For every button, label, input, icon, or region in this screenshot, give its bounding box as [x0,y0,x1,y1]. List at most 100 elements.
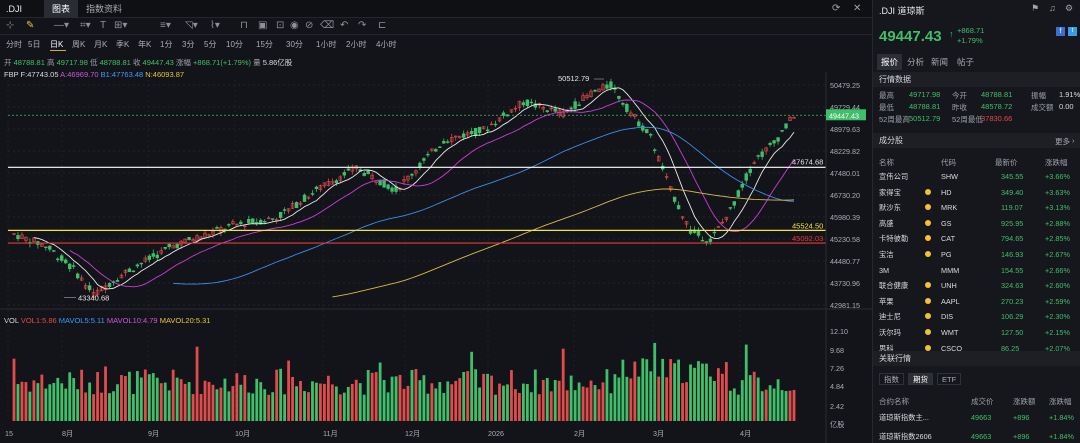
eye-icon[interactable]: ◉ [290,20,299,31]
constituent-row[interactable]: 迪士尼 DIS 106.29 +2.30% [873,310,1080,323]
eye-off-icon[interactable]: ⊘ [305,20,314,31]
constituent-row[interactable]: 沃尔玛 WMT 127.50 +2.15% [873,326,1080,339]
volume-bar [426,393,430,421]
period-4[interactable]: 月K [94,40,108,49]
related-chg-0[interactable]: +896 [1013,413,1030,422]
period-14[interactable]: 2小时 [346,40,367,49]
time-axis-label: 2026 [488,429,504,438]
undo-icon[interactable]: ↶ [340,20,349,31]
redo-icon[interactable]: ↷ [358,20,367,31]
const-header-1[interactable]: 代码 [941,158,956,167]
brush-tool-icon[interactable]: ⌇▾ [210,20,220,31]
constituent-row[interactable]: 家得宝 HD 349.40 +3.63% [873,186,1080,199]
period-15[interactable]: 4小时 [376,40,397,49]
constituent-row[interactable]: 高盛 GS 925.95 +2.88% [873,217,1080,230]
period-3[interactable]: 周K [72,40,86,49]
tab-index-info[interactable]: 指数资料 [86,4,123,14]
related-tab-futures[interactable]: 期货 [908,373,933,385]
volume-bar [478,387,482,421]
image-icon[interactable]: ▣ [258,20,268,31]
settings-icon[interactable]: ⚙ [1065,3,1074,13]
related-chg-1[interactable]: +896 [1013,432,1030,441]
lock-icon[interactable]: ⊡ [276,20,285,31]
volume-bar [673,363,677,421]
period-7[interactable]: 1分 [160,40,173,49]
draw-line-icon[interactable]: ✎ [26,20,35,31]
volume-bar [693,367,696,421]
delete-icon[interactable]: ⌫ [320,20,335,31]
tab-chart[interactable]: 图表 [44,0,79,18]
candle-body [278,211,283,218]
period-13[interactable]: 1小时 [316,40,337,49]
volume-value: 5.86亿股 [262,58,293,67]
fib-tool-icon[interactable]: ≡▾ [160,20,171,31]
related-price-1[interactable]: 49663 [971,432,992,441]
close-icon[interactable]: ✕ [853,3,862,14]
tab-quote[interactable]: 报价 [877,54,903,70]
measure-tool-icon[interactable]: ⊞▾ [114,20,128,31]
twitter-icon[interactable]: t [1068,27,1077,36]
volume-bar [227,391,231,421]
shape-tool-icon[interactable]: ⌗▾ [80,20,91,31]
chevron-right-icon[interactable]: › [1072,136,1075,145]
constituent-row[interactable]: 苹果 AAPL 270.23 +2.59% [873,295,1080,308]
candle-body [569,107,573,110]
related-tab-index[interactable]: 指数 [879,373,904,385]
candle-body [545,110,549,112]
volume-bar [303,391,306,421]
vol1-value: VOL1:5.86 [20,316,57,325]
constituent-row[interactable]: 默沙东 MRK 119.07 +3.13% [873,201,1080,214]
constituent-pct: +3.66% [1045,172,1070,181]
tab-analysis[interactable]: 分析 [907,57,925,67]
related-pct-0[interactable]: +1.84% [1049,413,1074,422]
period-1[interactable]: 5日 [28,40,41,49]
kline-chart[interactable]: 47674.68 45524.50 45092.03 50512.79 43340.68… [0,72,872,443]
candle-body [79,277,84,281]
alert-icon[interactable]: ⚑ [1031,3,1040,13]
constituent-row[interactable]: 联合健康 UNH 324.63 +2.60% [873,279,1080,292]
period-2[interactable]: 日K [50,40,64,49]
related-name-1[interactable]: 道琼斯指数2606 [879,432,932,441]
period-10[interactable]: 10分 [226,40,243,49]
volume-bar [307,392,310,421]
period-8[interactable]: 3分 [182,40,195,49]
text-tool-icon[interactable]: T [100,20,107,31]
facebook-icon[interactable]: f [1056,27,1065,36]
tab-news[interactable]: 新闻 [931,57,949,67]
refresh-icon[interactable]: ⟳ [832,3,841,14]
const-header-0[interactable]: 名称 [879,158,894,167]
bell-icon[interactable]: ♫ [1049,3,1056,13]
const-header-3[interactable]: 涨跌幅 [1045,158,1068,167]
period-9[interactable]: 5分 [204,40,217,49]
constituent-row[interactable]: 3M MMM 154.55 +2.66% [873,264,1080,277]
screenshot-icon[interactable]: ⊏ [378,20,387,31]
volume-bar [537,394,541,421]
period-6[interactable]: 年K [138,40,152,49]
related-pct-1[interactable]: +1.84% [1049,432,1074,441]
related-price-0[interactable]: 49663 [971,413,992,422]
constituent-row[interactable]: 思科 CSCO 86.25 +2.07% [873,342,1080,355]
volume-bar [155,377,159,421]
period-5[interactable]: 季K [116,40,130,49]
period-0[interactable]: 分时 [6,40,22,49]
candle-body [286,208,291,212]
const-header-2[interactable]: 最新价 [995,158,1018,167]
crosshair-icon[interactable]: ⊹ [6,20,15,31]
quote-k-1: 最低 [879,103,894,112]
constituent-row[interactable]: 卡特彼勒 CAT 794.65 +2.85% [873,232,1080,245]
candle-body [243,225,247,228]
magnet-icon[interactable]: ⊓ [240,20,248,31]
volume-axis-label: 7.26 [830,364,844,373]
related-name-0[interactable]: 道琼斯指数主... [879,413,929,422]
tab-posts[interactable]: 帖子 [957,57,975,67]
constituent-row[interactable]: 宣伟公司 SHW 345.55 +3.66% [873,170,1080,183]
period-12[interactable]: 30分 [286,40,303,49]
pattern-tool-icon[interactable]: ◹▾ [185,20,198,31]
constituent-row[interactable]: 宝洁 PG 146.93 +2.67% [873,248,1080,261]
line-tool-icon[interactable]: —▾ [54,20,70,31]
more-link[interactable]: 更多 [1055,137,1070,146]
period-11[interactable]: 15分 [256,40,273,49]
related-tab-etf[interactable]: ETF [937,373,962,385]
volume-bar [410,369,414,421]
candle-body [426,153,430,156]
